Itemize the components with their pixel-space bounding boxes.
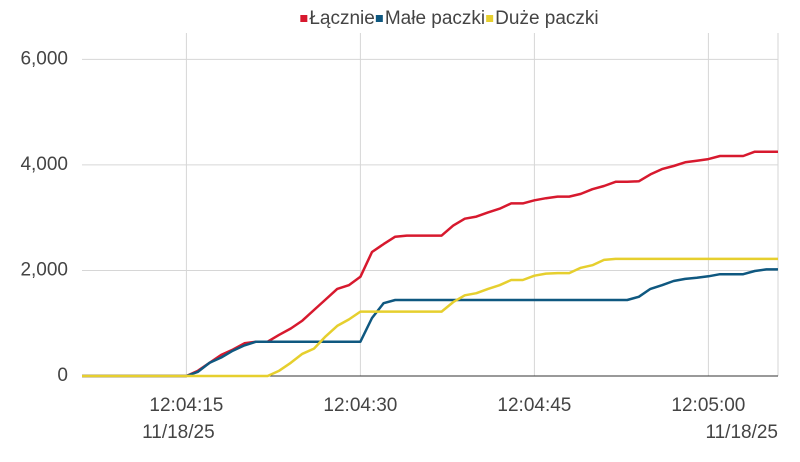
series-line [82,268,778,378]
y-tick-label: 4,000 [20,154,68,175]
y-tick-label: 0 [57,365,68,386]
legend-label: Małe paczki [385,8,485,29]
x-tick-label: 12:04:45 [497,395,571,416]
legend-item: Duże paczki [486,8,599,29]
legend-label: Duże paczki [495,8,599,29]
y-tick-label: 6,000 [20,48,68,69]
legend-swatch [486,15,494,22]
date-label: 11/18/25 [142,422,215,443]
legend-label: Łącznie [309,8,375,29]
legend-item: Łącznie [300,8,375,29]
x-tick-label: 12:05:00 [671,395,745,416]
legend-swatch [300,15,308,22]
legend-item: Małe paczki [375,8,485,29]
legend-swatch [375,15,383,22]
date-label: 11/18/25 [705,422,778,443]
x-tick-label: 12:04:30 [323,395,397,416]
y-tick-label: 2,000 [20,259,68,280]
series-line [82,257,778,378]
x-tick-label: 12:04:15 [149,395,223,416]
